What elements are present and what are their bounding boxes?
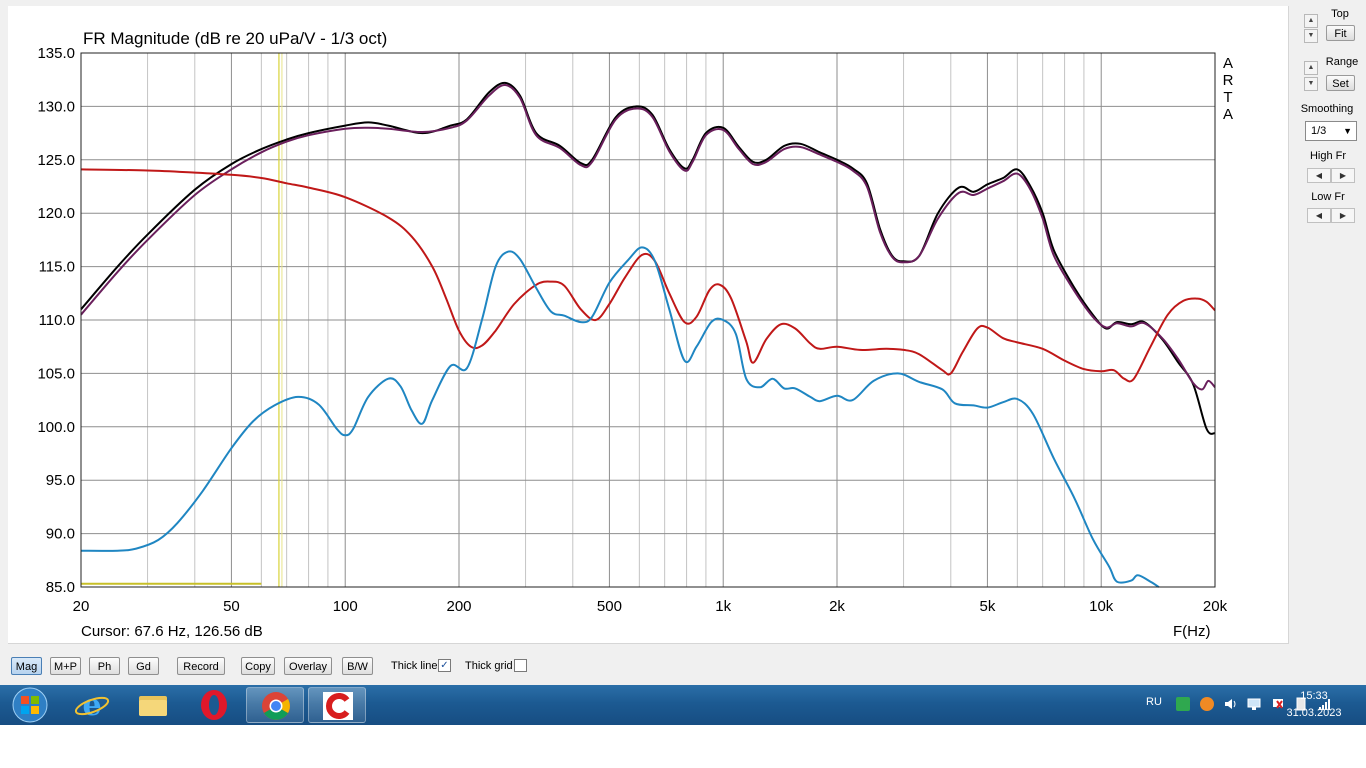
y-tick-label: 130.0	[37, 98, 75, 115]
thick-line-label: Thick line	[391, 660, 438, 672]
opera-icon	[201, 690, 227, 720]
thick-grid-label: Thick grid	[465, 660, 513, 672]
fr-magnitude-chart: 85.0 90.0 95.0 100.0 105.0 110.0 115.0 120.0 125…	[37, 29, 1234, 640]
green-app-icon[interactable]	[1176, 697, 1190, 711]
y-tick-label: 135.0	[37, 45, 75, 62]
high-fr-left-button[interactable]: ◀	[1307, 168, 1331, 183]
fit-button[interactable]: Fit	[1326, 25, 1355, 41]
m-plus-p-button[interactable]: M+P	[50, 657, 81, 675]
usb-device-icon[interactable]	[1294, 697, 1308, 711]
taskbar-ie[interactable]: e	[63, 687, 121, 723]
x-tick-label: 10k	[1089, 598, 1114, 615]
signal-bars-icon[interactable]	[1318, 697, 1332, 711]
low-fr-left-button[interactable]: ◀	[1307, 208, 1331, 223]
orange-app-icon[interactable]	[1200, 697, 1214, 711]
taskbar-opera[interactable]	[185, 687, 243, 723]
y-tick-label: 85.0	[46, 579, 75, 596]
series-line-2	[80, 84, 1216, 391]
arta-watermark-letter: A	[1223, 55, 1233, 72]
thick-grid-checkbox[interactable]	[514, 659, 527, 672]
svg-text:e: e	[82, 688, 101, 723]
taskbar-explorer[interactable]	[124, 687, 182, 723]
arta-window: 85.0 90.0 95.0 100.0 105.0 110.0 115.0 120.0 125…	[0, 0, 1366, 685]
clock-time[interactable]: 15:33	[1300, 690, 1328, 702]
y-tick-label: 105.0	[37, 365, 75, 382]
system-tray: RU 15:33 31.03.2023	[1066, 685, 1366, 725]
y-tick-label: 90.0	[46, 526, 75, 543]
x-tick-label: 20	[73, 598, 90, 615]
bottom-toolbar: Mag M+P Ph Gd Record Copy Overlay B/W Th…	[0, 652, 1366, 682]
series-line-3	[80, 168, 1216, 383]
x-tick-label: 500	[597, 598, 622, 615]
arta-app-icon	[323, 692, 353, 720]
internet-explorer-icon: e	[74, 688, 110, 723]
y-tick-label: 95.0	[46, 472, 75, 489]
high-fr-right-button[interactable]: ▶	[1331, 168, 1355, 183]
top-down-arrow[interactable]: ▼	[1304, 29, 1318, 43]
mag-button[interactable]: Mag	[11, 657, 42, 675]
series-line-1	[80, 81, 1216, 435]
range-up-arrow[interactable]: ▲	[1304, 61, 1318, 75]
top-label: Top	[1331, 8, 1349, 20]
series-line-4	[80, 246, 1160, 588]
copy-button[interactable]: Copy	[241, 657, 275, 675]
cursor-readout: Cursor: 67.6 Hz, 126.56 dB	[81, 623, 263, 640]
range-down-arrow[interactable]: ▼	[1304, 77, 1318, 91]
plot-panel: 85.0 90.0 95.0 100.0 105.0 110.0 115.0 120.0 125…	[8, 6, 1289, 644]
y-tick-label: 115.0	[39, 259, 75, 276]
thick-line-checkbox[interactable]: ✓	[438, 659, 451, 672]
taskbar-arta[interactable]	[308, 687, 366, 723]
y-tick-label: 120.0	[37, 205, 75, 222]
folder-icon	[139, 696, 167, 716]
record-button[interactable]: Record	[177, 657, 225, 675]
action-center-flag-icon[interactable]	[1271, 697, 1285, 711]
y-tick-label: 110.0	[39, 312, 75, 329]
range-label: Range	[1325, 56, 1359, 68]
smoothing-label: Smoothing	[1300, 103, 1354, 115]
network-icon[interactable]	[1247, 697, 1261, 711]
x-axis-label: F(Hz)	[1173, 623, 1211, 640]
arta-watermark-letter: T	[1223, 89, 1232, 106]
x-tick-label: 200	[446, 598, 471, 615]
chart-title: FR Magnitude (dB re 20 uPa/V - 1/3 oct)	[83, 29, 387, 48]
low-fr-right-button[interactable]: ▶	[1331, 208, 1355, 223]
clock-date[interactable]: 31.03.2023	[1286, 707, 1342, 719]
arta-watermark-letter: A	[1223, 106, 1233, 123]
taskbar-chrome[interactable]	[246, 687, 304, 723]
windows-logo-icon	[12, 687, 48, 723]
y-tick-label: 100.0	[37, 419, 75, 436]
top-up-arrow[interactable]: ▲	[1304, 14, 1318, 28]
start-button[interactable]	[2, 686, 58, 724]
high-fr-label: High Fr	[1309, 150, 1347, 162]
x-tick-label: 50	[223, 598, 240, 615]
smoothing-value: 1/3	[1311, 125, 1327, 137]
overlay-button[interactable]: Overlay	[284, 657, 332, 675]
x-tick-label: 100	[333, 598, 358, 615]
smoothing-select[interactable]: 1/3 ▼	[1305, 121, 1357, 141]
chevron-down-icon: ▼	[1343, 126, 1352, 136]
language-indicator[interactable]: RU	[1146, 696, 1162, 708]
x-tick-label: 1k	[715, 598, 731, 615]
arta-watermark-letter: R	[1223, 72, 1234, 89]
x-tick-label: 5k	[979, 598, 995, 615]
windows-taskbar: e RU	[0, 685, 1366, 725]
y-tick-label: 125.0	[37, 152, 75, 169]
plot-frame	[80, 52, 1216, 588]
low-fr-label: Low Fr	[1311, 191, 1345, 203]
bw-button[interactable]: B/W	[342, 657, 373, 675]
gd-button[interactable]: Gd	[128, 657, 159, 675]
x-tick-label: 20k	[1203, 598, 1228, 615]
x-tick-label: 2k	[829, 598, 845, 615]
speaker-icon[interactable]	[1223, 697, 1237, 711]
chrome-icon	[262, 692, 290, 720]
set-button[interactable]: Set	[1326, 75, 1355, 91]
ph-button[interactable]: Ph	[89, 657, 120, 675]
